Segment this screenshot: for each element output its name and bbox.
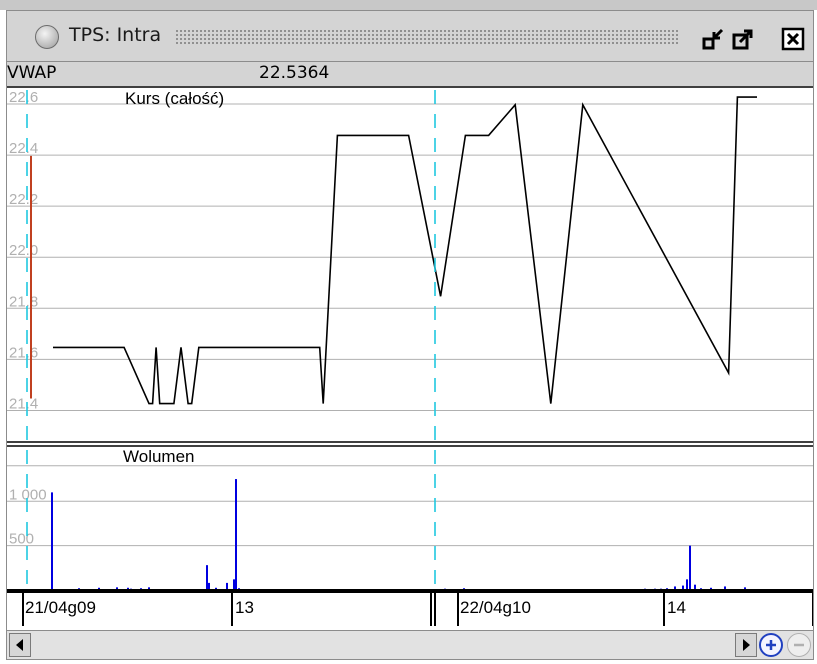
maximize-button[interactable] <box>729 25 757 53</box>
close-icon <box>781 27 805 51</box>
volume-panel: 1 000 500 Wolumen <box>7 90 813 591</box>
price-panel-title: Kurs (całość) <box>125 89 224 108</box>
price-tick-label: 22.6 <box>9 89 38 106</box>
volume-tick-label: 500 <box>9 531 34 548</box>
price-tick-label: 21.8 <box>9 293 38 310</box>
price-panel: 22.6 22.4 22.2 22.0 21.8 21.6 21.4 Kurs (całość… <box>7 86 813 447</box>
time-axis: 21/04g09 13 22/04g10 14 <box>7 591 813 626</box>
maximize-icon <box>732 29 753 50</box>
price-tick-label: 21.6 <box>9 344 38 361</box>
price-tick-label: 21.4 <box>9 395 38 412</box>
window-status-icon <box>35 25 59 49</box>
restore-icon <box>702 28 724 50</box>
right-arrow-icon <box>743 639 750 651</box>
price-tick-label: 22.0 <box>9 242 38 259</box>
window-title: TPS: Intra <box>69 24 162 46</box>
chart-area[interactable]: 22.6 22.4 22.2 22.0 21.8 21.6 21.4 Kurs (całość… <box>6 86 814 630</box>
close-button[interactable] <box>779 25 807 53</box>
window-frame <box>0 0 817 10</box>
scroll-right-button[interactable] <box>735 633 757 657</box>
left-arrow-icon <box>16 639 23 651</box>
zoom-in-button[interactable] <box>759 633 783 657</box>
restore-button[interactable] <box>699 25 727 53</box>
time-axis-label: 22/04g10 <box>460 598 531 617</box>
time-axis-label: 13 <box>235 598 254 617</box>
vwap-bar: VWAP 22.5364 <box>6 62 814 86</box>
volume-tick-label: 1 000 <box>9 486 47 503</box>
zoom-out-icon <box>794 643 804 647</box>
time-axis-background <box>7 592 813 626</box>
time-axis-label: 21/04g09 <box>25 598 96 617</box>
zoom-in-icon <box>766 640 776 650</box>
horizontal-scrollbar[interactable] <box>6 630 814 660</box>
price-tick-label: 22.2 <box>9 191 38 208</box>
vwap-label: VWAP <box>7 63 57 83</box>
vwap-value: 22.5364 <box>259 63 330 83</box>
price-line <box>53 96 757 405</box>
chart-canvas[interactable]: 22.6 22.4 22.2 22.0 21.8 21.6 21.4 Kurs (całość… <box>7 86 813 630</box>
zoom-out-button[interactable] <box>787 633 811 657</box>
volume-panel-title: Wolumen <box>123 447 195 466</box>
scroll-left-button[interactable] <box>9 633 31 657</box>
title-bar[interactable]: TPS: Intra <box>6 10 814 62</box>
title-bar-grip[interactable] <box>175 29 680 45</box>
time-axis-label: 14 <box>667 598 686 617</box>
price-tick-label: 22.4 <box>9 140 38 157</box>
